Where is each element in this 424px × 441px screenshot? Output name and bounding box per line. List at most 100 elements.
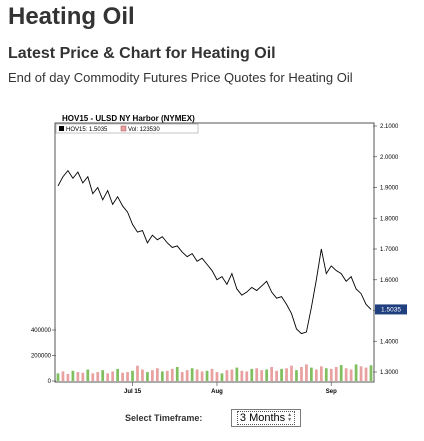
volume-bar <box>260 370 264 381</box>
x-tick-label: Aug <box>211 389 223 395</box>
volume-bar <box>170 368 174 381</box>
volume-bar <box>324 368 328 381</box>
volume-bar <box>126 372 129 381</box>
page-description: End of day Commodity Futures Price Quote… <box>8 70 353 85</box>
price-chart-svg: HOV15 - ULSD NY Harbor (NYMEX) HOV15: 1.… <box>31 114 407 395</box>
x-tick-label: Sep <box>326 389 337 395</box>
volume-bar <box>240 370 244 381</box>
volume-bar <box>215 372 219 381</box>
price-tick-label: 2.1000 <box>380 124 399 130</box>
volume-bar <box>349 369 353 381</box>
volume-bar <box>305 364 308 381</box>
volume-bar <box>185 370 189 381</box>
volume-bar <box>210 368 214 381</box>
legend-box <box>55 123 199 134</box>
volume-bar <box>61 371 65 381</box>
last-price-box <box>375 304 407 315</box>
volume-bar <box>250 368 254 381</box>
volume-bar <box>265 369 269 381</box>
volume-bar <box>205 370 209 381</box>
volume-bar <box>245 371 249 381</box>
legend-volume-label: Vol: 123530 <box>128 127 160 133</box>
volume-bar <box>339 365 343 381</box>
legend-price-label: HOV15: 1.5035 <box>66 127 108 133</box>
volume-bar <box>300 366 303 381</box>
volume-bar <box>344 368 348 381</box>
volume-bar <box>156 368 159 381</box>
volume-bars <box>56 364 373 381</box>
price-tick-label: 1.7000 <box>380 247 399 253</box>
volume-bar <box>151 370 154 381</box>
volume-bar <box>116 368 119 381</box>
volume-bar <box>56 373 60 381</box>
volume-tick-label: 0 <box>48 379 52 385</box>
volume-bar <box>354 364 358 381</box>
page-title: Heating Oil <box>8 3 135 30</box>
x-axis: Jul 15 Aug Sep <box>124 382 337 395</box>
volume-bar <box>230 369 234 381</box>
volume-bar <box>270 366 273 381</box>
volume-bar <box>165 370 169 381</box>
last-price-marker: 1.5035 <box>375 304 407 315</box>
select-arrows-icon: ▲ ▼ <box>287 412 293 423</box>
volume-bar <box>131 370 134 381</box>
volume-tick-label: 200000 <box>31 354 52 360</box>
volume-bar <box>141 369 144 381</box>
volume-bar <box>334 366 338 381</box>
volume-bar <box>275 370 278 381</box>
volume-bar <box>180 372 184 381</box>
volume-bar <box>106 373 110 381</box>
volume-bar <box>71 370 75 381</box>
volume-bar <box>190 368 194 381</box>
plot-area <box>54 122 375 383</box>
volume-bar <box>225 370 229 381</box>
volume-bar <box>136 365 139 381</box>
chart-title: HOV15 - ULSD NY Harbor (NYMEX) <box>62 114 195 123</box>
volume-bar <box>359 366 363 381</box>
price-tick-label: 1.9000 <box>380 186 399 192</box>
page-subtitle: Latest Price & Chart for Heating Oil <box>8 45 276 62</box>
volume-bar <box>319 366 323 381</box>
legend-price-swatch <box>59 126 64 131</box>
price-axis: 2.1000 2.0000 1.9000 1.8000 1.7000 1.6000 1.50… <box>373 124 399 376</box>
volume-bar <box>160 371 164 381</box>
volume-bar <box>66 373 70 381</box>
legend-volume-swatch <box>120 125 127 132</box>
volume-bar <box>364 367 368 381</box>
volume-bar <box>101 370 105 381</box>
volume-bar <box>290 365 293 381</box>
volume-bar <box>314 369 318 381</box>
volume-bar <box>96 372 100 381</box>
volume-bar <box>146 372 149 381</box>
volume-tick-label: 400000 <box>31 328 52 334</box>
volume-bar <box>369 365 373 381</box>
price-tick-label: 1.8000 <box>380 216 399 222</box>
chart-legend: HOV15: 1.5035 Vol: 123530 <box>55 123 199 134</box>
volume-bar <box>235 367 239 381</box>
timeframe-select[interactable]: 3 Months ▲ ▼ <box>231 409 301 427</box>
volume-bar <box>81 372 85 381</box>
volume-bar <box>175 366 179 381</box>
price-series-line <box>57 169 372 335</box>
volume-bar <box>329 368 333 381</box>
volume-bar <box>91 373 95 381</box>
timeframe-label: Select Timeframe: <box>125 413 203 423</box>
volume-bar <box>195 369 199 381</box>
volume-bar <box>285 368 288 381</box>
volume-bar <box>220 373 224 381</box>
volume-axis: 400000 200000 0 <box>31 328 56 385</box>
timeframe-selected-value: 3 Months <box>239 412 286 424</box>
volume-bar <box>76 372 80 381</box>
volume-bar <box>295 370 298 381</box>
price-tick-label: 1.4000 <box>380 339 399 345</box>
volume-bar <box>255 368 259 381</box>
price-chart: HOV15 - ULSD NY Harbor (NYMEX) HOV15: 1.… <box>0 108 424 402</box>
volume-bar <box>121 372 124 381</box>
timeframe-select-value-box: 3 Months ▲ ▼ <box>236 411 296 425</box>
price-tick-label: 1.3000 <box>380 370 399 376</box>
price-tick-label: 1.6000 <box>380 278 399 284</box>
x-tick-label: Jul 15 <box>124 389 142 395</box>
last-price-label: 1.5035 <box>381 307 401 314</box>
price-tick-label: 2.0000 <box>380 155 399 161</box>
